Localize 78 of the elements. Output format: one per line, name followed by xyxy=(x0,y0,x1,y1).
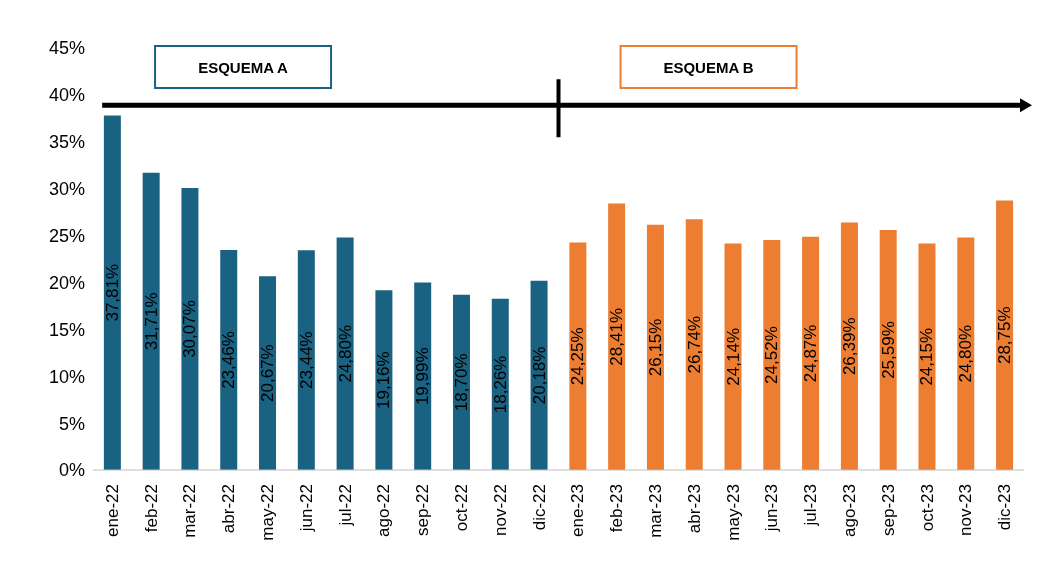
data-label: 28,41% xyxy=(607,307,627,366)
data-label: 37,81% xyxy=(102,263,122,322)
x-tick-label: oct-22 xyxy=(452,484,472,532)
bar xyxy=(840,222,858,470)
annotation: ESQUEMA A xyxy=(198,59,289,76)
bar xyxy=(297,250,315,470)
bar xyxy=(336,237,354,470)
y-tick-label: 5% xyxy=(58,413,85,434)
x-tick-label: may-22 xyxy=(258,484,278,541)
x-tick-label: jun-22 xyxy=(296,484,316,533)
data-label: 26,74% xyxy=(684,315,704,374)
x-tick-label: ene-23 xyxy=(568,484,588,537)
y-tick-label: 25% xyxy=(48,225,85,246)
bar xyxy=(142,172,160,470)
data-label: 19,16% xyxy=(374,351,394,409)
y-tick-label: 0% xyxy=(58,460,85,481)
x-tick-label: dic-23 xyxy=(995,484,1015,531)
data-label: 24,25% xyxy=(568,327,588,386)
data-label: 30,07% xyxy=(180,300,200,358)
y-tick-label: 15% xyxy=(48,319,85,340)
bar xyxy=(918,243,936,470)
bar xyxy=(569,242,587,470)
x-tick-label: jul-23 xyxy=(801,484,821,527)
data-label: 24,80% xyxy=(335,324,355,383)
bar xyxy=(103,115,121,470)
data-label: 28,75% xyxy=(995,306,1015,365)
x-tick-label: ago-23 xyxy=(839,484,859,537)
bar xyxy=(685,219,703,470)
data-label: 26,39% xyxy=(839,317,859,376)
x-tick-label: mar-23 xyxy=(645,484,665,538)
x-tick-label: may-23 xyxy=(723,484,743,541)
bar xyxy=(996,200,1014,470)
x-tick-label: oct-23 xyxy=(917,484,937,532)
data-label: 25,59% xyxy=(878,321,898,379)
x-tick-label: abr-23 xyxy=(684,484,704,534)
x-tick-label: sep-22 xyxy=(413,484,433,536)
x-tick-label: abr-22 xyxy=(219,484,239,534)
x-tick-label: ene-22 xyxy=(102,484,122,537)
x-tick-label: jul-22 xyxy=(335,484,355,527)
y-tick-label: 30% xyxy=(48,179,85,200)
bar xyxy=(724,243,742,470)
bar xyxy=(646,224,664,470)
data-label: 24,52% xyxy=(762,326,782,384)
bar xyxy=(220,250,238,470)
data-label: 31,71% xyxy=(141,292,161,351)
data-label: 18,26% xyxy=(490,355,510,414)
data-label: 23,44% xyxy=(296,331,316,389)
x-tick-label: sep-23 xyxy=(878,484,898,536)
data-label: 24,14% xyxy=(723,327,743,386)
data-label: 24,15% xyxy=(917,327,937,386)
x-tick-label: feb-22 xyxy=(141,484,161,533)
x-tick-label: mar-22 xyxy=(180,484,200,538)
y-tick-label: 20% xyxy=(48,272,85,293)
x-tick-label: nov-23 xyxy=(956,484,976,536)
y-tick-label: 40% xyxy=(48,85,85,106)
bar xyxy=(879,230,897,470)
x-tick-label: dic-22 xyxy=(529,484,549,531)
data-label: 20,67% xyxy=(258,344,278,402)
x-tick-label: ago-22 xyxy=(374,484,394,537)
data-label: 26,15% xyxy=(645,318,665,377)
data-label: 24,87% xyxy=(801,324,821,383)
data-label: 24,80% xyxy=(956,324,976,383)
y-tick-label: 35% xyxy=(48,132,85,153)
annotation: ESQUEMA B xyxy=(663,59,754,76)
data-label: 19,99% xyxy=(413,347,433,406)
data-label: 18,70% xyxy=(451,353,471,412)
bar xyxy=(763,240,781,470)
data-label: 20,18% xyxy=(529,346,549,405)
bar xyxy=(181,188,199,470)
data-label: 23,46% xyxy=(219,331,239,389)
x-tick-label: feb-23 xyxy=(607,484,627,533)
bar xyxy=(608,203,626,470)
x-tick-label: jun-23 xyxy=(762,484,782,533)
bar xyxy=(802,236,820,470)
x-tick-label: nov-22 xyxy=(490,484,510,536)
y-tick-label: 10% xyxy=(48,366,85,387)
y-tick-label: 45% xyxy=(48,38,85,59)
bar xyxy=(957,237,975,470)
